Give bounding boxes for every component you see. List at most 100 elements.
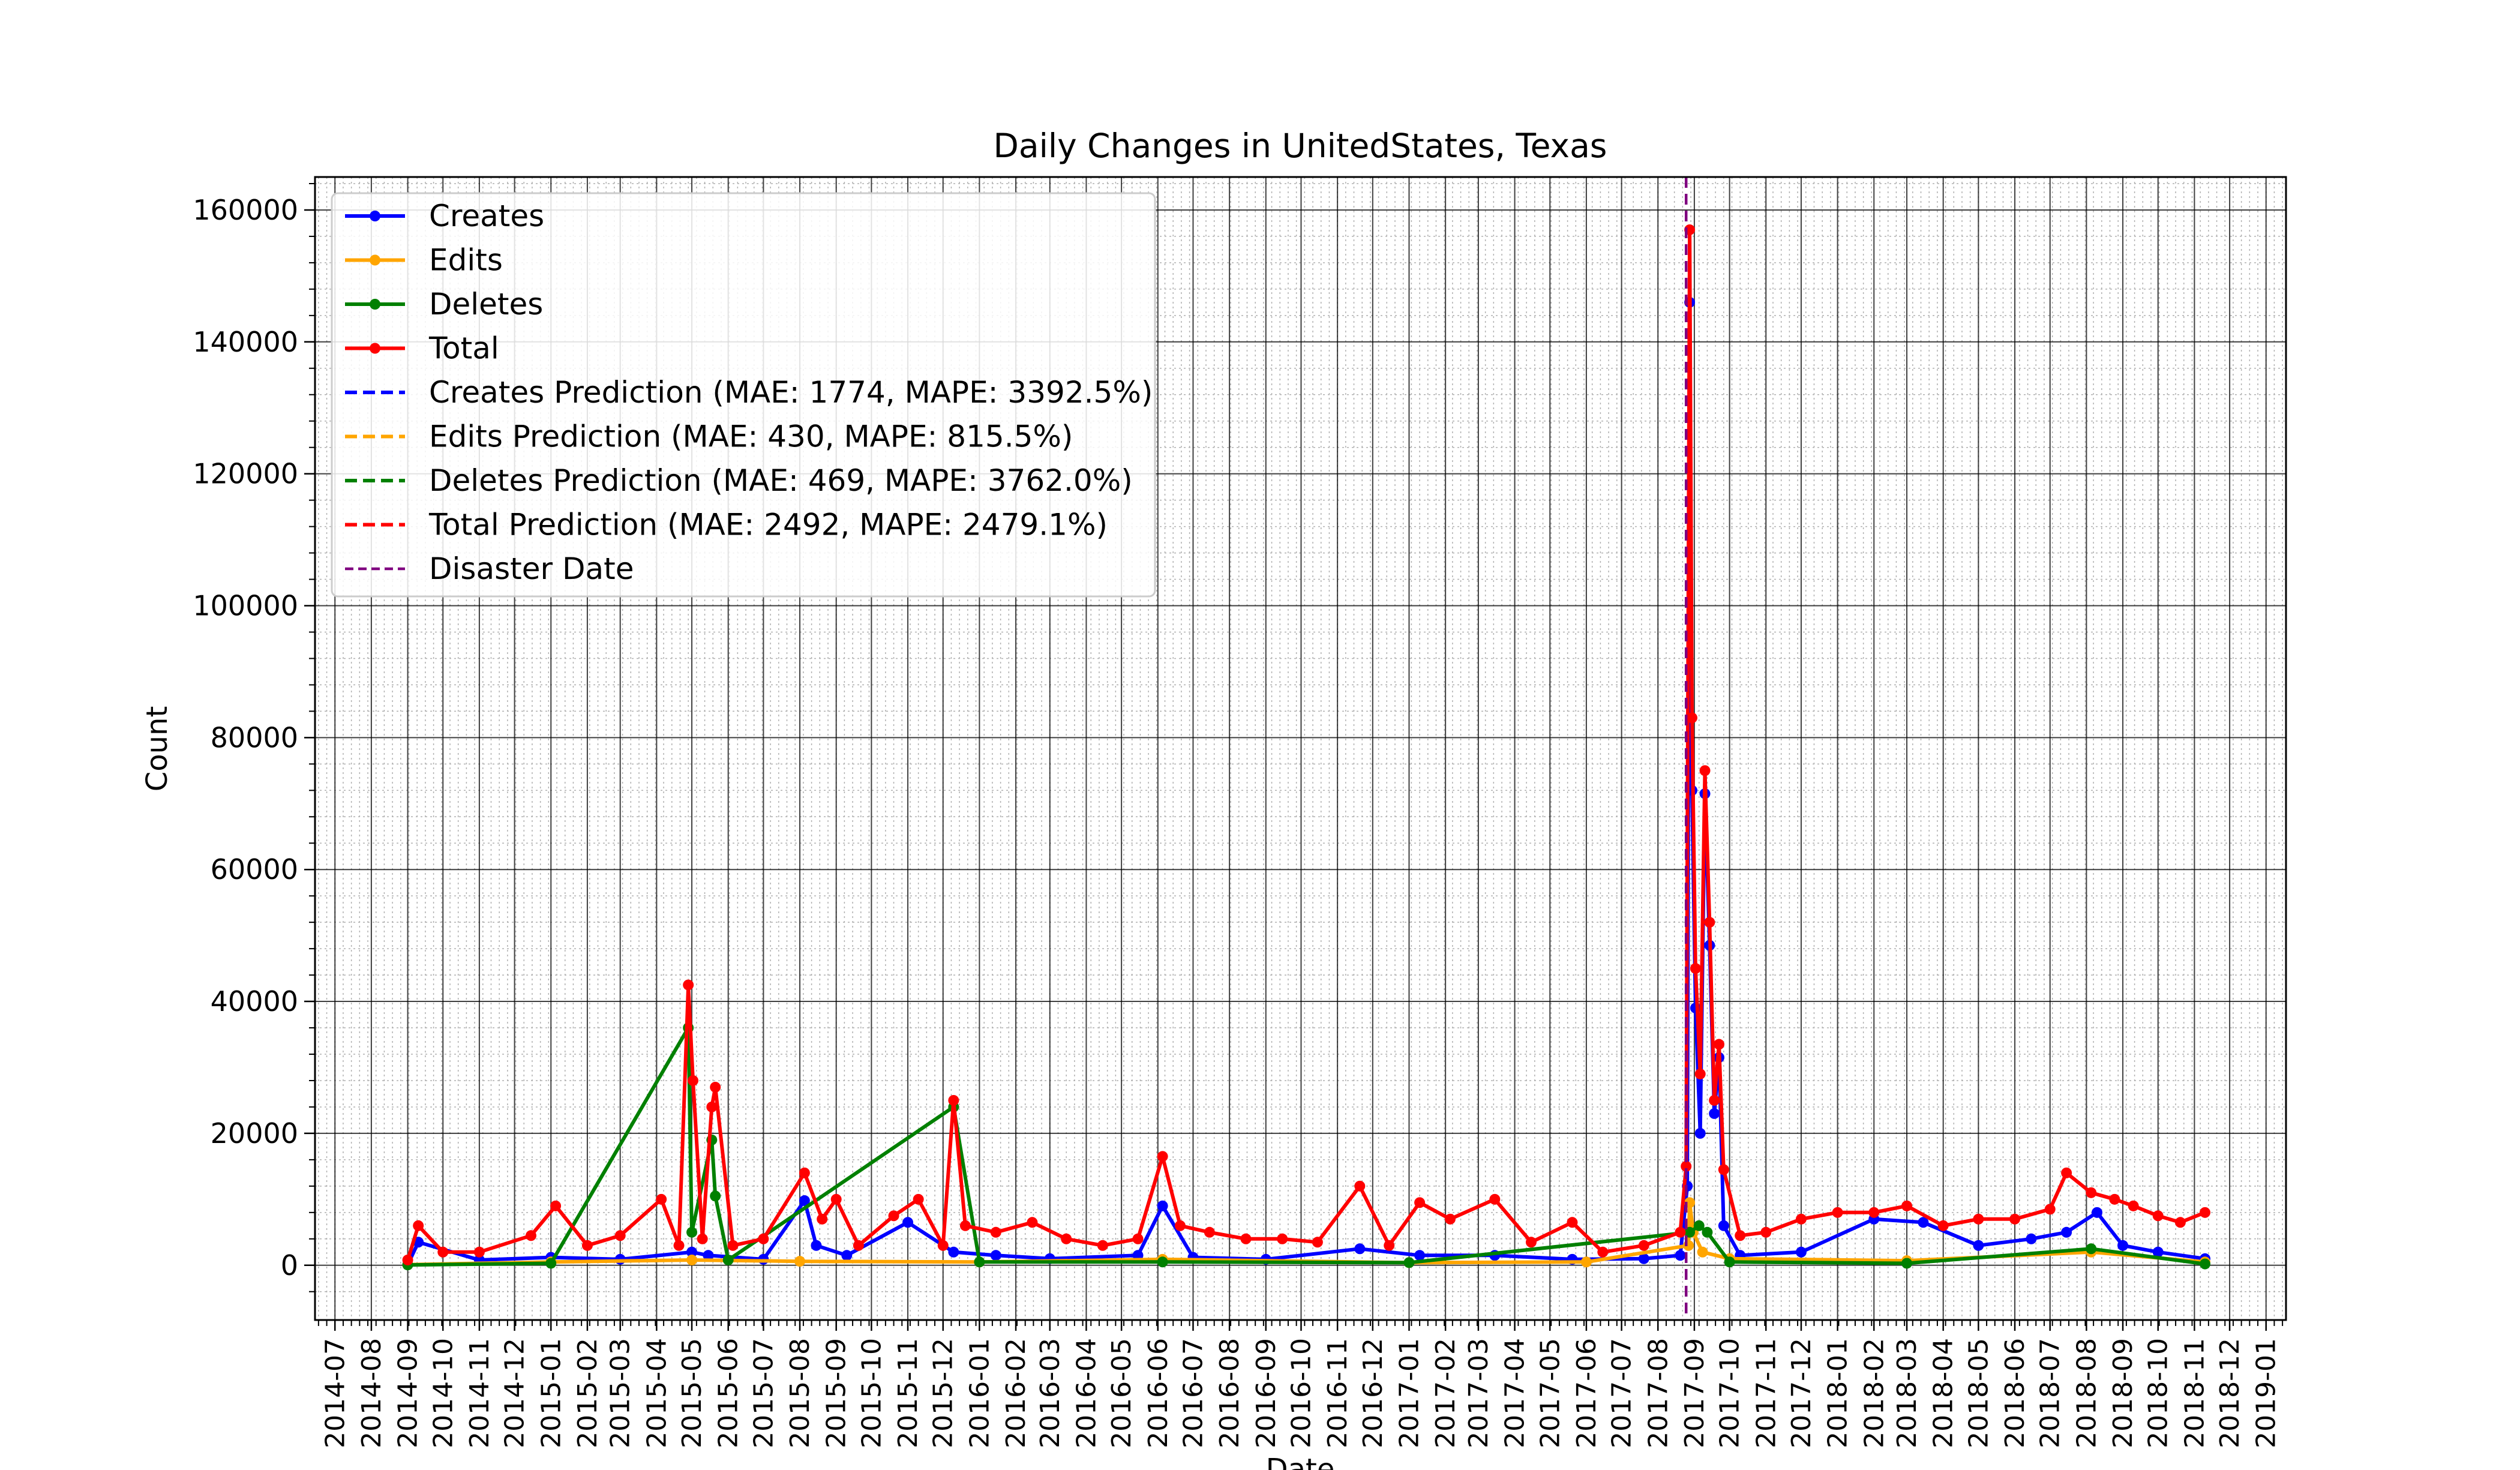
- total-point: [937, 1240, 949, 1251]
- creates-point: [1709, 1108, 1720, 1119]
- total-point: [2009, 1213, 2021, 1225]
- x-tick-label: 2018-06: [2000, 1338, 2030, 1448]
- creates-point: [686, 1246, 698, 1258]
- legend-box: [331, 192, 1156, 598]
- edits-point: [1697, 1246, 1708, 1258]
- y-axis-label: Count: [140, 706, 174, 792]
- total-point: [1681, 1160, 1692, 1172]
- total-point: [1714, 1039, 1724, 1050]
- total-point: [1312, 1237, 1323, 1248]
- x-tick-label: 2015-10: [856, 1338, 887, 1448]
- x-tick-label: 2018-04: [1928, 1338, 1959, 1448]
- total-point: [473, 1246, 485, 1258]
- x-tick-label: 2017-02: [1430, 1338, 1461, 1448]
- deletes-point: [1901, 1258, 1913, 1269]
- total-point: [1760, 1226, 1772, 1238]
- deletes-point: [545, 1258, 557, 1269]
- x-tick-label: 2015-08: [785, 1338, 815, 1448]
- total-point: [758, 1233, 769, 1244]
- creates-point: [799, 1195, 810, 1207]
- creates-point: [1795, 1246, 1807, 1258]
- plot-frame: [314, 176, 2287, 1321]
- total-point: [1174, 1220, 1186, 1231]
- x-tick-label: 2015-12: [928, 1338, 959, 1448]
- total-point: [1354, 1180, 1366, 1192]
- total-point: [1204, 1226, 1215, 1238]
- x-tick-label: 2018-03: [1892, 1338, 1922, 1448]
- legend-marker-edits: [370, 254, 380, 266]
- total-point: [673, 1240, 685, 1251]
- total-point: [1718, 1164, 1729, 1175]
- total-point: [1444, 1213, 1456, 1225]
- total-point: [2061, 1167, 2072, 1178]
- x-tick-label: 2018-01: [1823, 1338, 1853, 1448]
- total-point: [1704, 917, 1715, 928]
- total-point: [2174, 1217, 2186, 1228]
- total-point: [437, 1246, 449, 1258]
- total-point: [1567, 1217, 1578, 1228]
- x-tick-label: 2016-07: [1178, 1338, 1208, 1448]
- creates-point: [2152, 1246, 2164, 1258]
- x-tick-label: 2017-11: [1751, 1338, 1781, 1448]
- y-tick-label: 120000: [193, 458, 298, 490]
- creates-point: [841, 1250, 853, 1261]
- total-point: [727, 1240, 739, 1251]
- total-point: [550, 1200, 562, 1211]
- total-point: [1525, 1237, 1537, 1248]
- legend-marker-creates: [370, 211, 380, 221]
- y-tick-label: 0: [281, 1249, 298, 1282]
- total-point: [413, 1220, 424, 1231]
- deletes-point: [974, 1256, 985, 1268]
- legend-label-creates: Creates: [429, 199, 544, 233]
- y-tick-label: 40000: [211, 985, 298, 1018]
- x-tick-label: 2015-05: [677, 1338, 707, 1448]
- x-tick-label: 2017-06: [1571, 1338, 1602, 1448]
- creates-point: [1973, 1240, 1984, 1251]
- edits-line: [407, 1201, 2206, 1267]
- x-tick-label: 2014-07: [320, 1338, 350, 1448]
- creates-point: [811, 1240, 822, 1251]
- total-point: [656, 1193, 667, 1205]
- creates-point: [1354, 1243, 1366, 1255]
- creates-point: [2092, 1207, 2102, 1218]
- x-tick-label: 2015-02: [572, 1338, 603, 1448]
- total-point: [1973, 1213, 1984, 1225]
- axes: 2014-07 2014-08 2014-09 2014-10 2014-11 2014-…: [193, 176, 2287, 1448]
- x-tick-label: 2017-04: [1500, 1338, 1531, 1448]
- plot-area: [402, 177, 2210, 1320]
- total-point: [1277, 1233, 1288, 1244]
- creates-point: [1718, 1220, 1729, 1231]
- legend-marker-deletes: [370, 299, 380, 310]
- deletes-point: [2086, 1243, 2097, 1255]
- x-tick-label: 2015-06: [713, 1338, 744, 1448]
- creates-point: [2026, 1233, 2037, 1244]
- total-point: [913, 1193, 924, 1205]
- total-point: [2200, 1207, 2210, 1218]
- x-tick-label: 2018-11: [2179, 1338, 2210, 1448]
- total-point: [683, 979, 694, 991]
- x-tick-label: 2016-03: [1035, 1338, 1066, 1448]
- x-tick-label: 2015-03: [605, 1338, 636, 1448]
- legend-label-disaster-date: Disaster Date: [429, 551, 634, 586]
- x-tick-label: 2015-09: [821, 1338, 852, 1448]
- creates-point: [1694, 1127, 1706, 1139]
- y-tick-label: 80000: [211, 721, 298, 754]
- x-tick-label: 2017-01: [1394, 1338, 1424, 1448]
- total-point: [1901, 1200, 1913, 1211]
- x-tick-label: 2018-07: [2035, 1338, 2066, 1448]
- total-point: [1027, 1217, 1038, 1228]
- x-tick-label: 2018-02: [1859, 1338, 1889, 1448]
- total-point: [2128, 1200, 2139, 1211]
- creates-point: [703, 1250, 714, 1261]
- legend-label-edits-prediction-mae-430-mape-815-5: Edits Prediction (MAE: 430, MAPE: 815.5%…: [429, 419, 1073, 454]
- x-tick-label: 2018-08: [2071, 1338, 2102, 1448]
- total-point: [1240, 1233, 1252, 1244]
- total-point: [688, 1075, 698, 1086]
- x-tick-label: 2018-12: [2215, 1338, 2245, 1448]
- total-point: [1690, 963, 1701, 974]
- total-point: [1832, 1207, 1843, 1218]
- total-point: [1384, 1240, 1395, 1251]
- x-tick-label: 2016-09: [1251, 1338, 1282, 1448]
- x-tick-label: 2014-09: [393, 1338, 424, 1448]
- creates-point: [2117, 1240, 2129, 1251]
